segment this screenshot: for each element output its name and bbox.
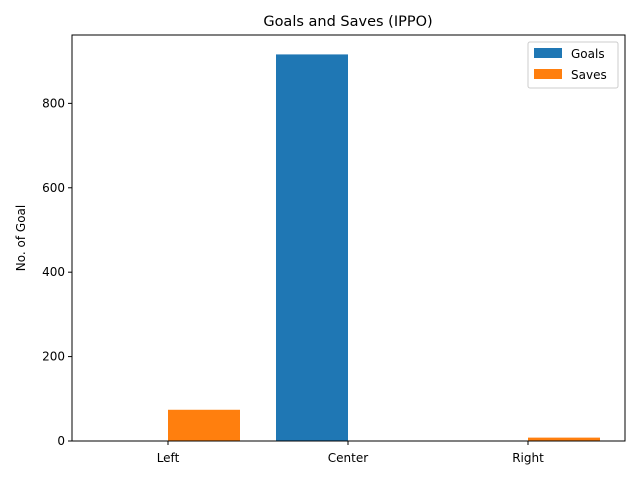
x-tick-label-right: Right	[512, 451, 544, 465]
legend-swatch-goals	[534, 48, 562, 58]
legend: Goals Saves	[527, 41, 619, 89]
chart-title: Goals and Saves (IPPO)	[263, 14, 432, 30]
bars-group	[168, 54, 600, 441]
x-tick-label-left: Left	[157, 451, 180, 465]
bar-goals-center	[276, 54, 348, 441]
y-tick-label: 0	[57, 434, 65, 448]
x-axis-ticks: Left Center Right	[157, 441, 544, 465]
y-tick-label: 400	[42, 265, 65, 279]
y-tick-label: 600	[42, 181, 65, 195]
y-tick-label: 800	[42, 96, 65, 110]
y-axis-ticks: 0 200 400 600 800	[42, 96, 72, 448]
y-tick-label: 200	[42, 350, 65, 364]
legend-label-goals: Goals	[571, 47, 605, 61]
legend-label-saves: Saves	[571, 68, 607, 82]
bar-saves-left	[168, 409, 240, 441]
plot-frame	[71, 34, 626, 442]
legend-swatch-saves	[534, 69, 562, 79]
x-tick-label-center: Center	[328, 451, 368, 465]
y-axis-label: No. of Goal	[14, 205, 28, 271]
bar-saves-right	[528, 437, 600, 441]
